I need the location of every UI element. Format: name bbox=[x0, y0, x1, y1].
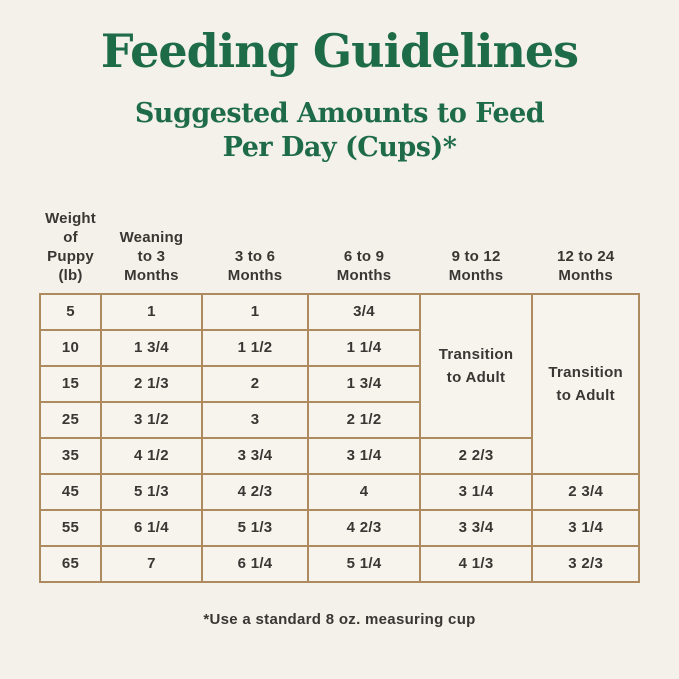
header-line: Weaning bbox=[119, 228, 184, 246]
value-cell: 3 1/4 bbox=[531, 508, 640, 547]
header-line: Months bbox=[558, 266, 613, 284]
header-line: to 3 bbox=[137, 247, 166, 265]
header-line: 6 to 9 bbox=[343, 247, 385, 265]
table-row-5lb: 5 1 1 3/4 Transition to Adult Transition… bbox=[38, 292, 640, 475]
value-cell: 5 1/4 bbox=[307, 544, 421, 583]
value-cell: 3 3/4 bbox=[200, 436, 310, 475]
weight-cell: 55 bbox=[38, 508, 103, 547]
table-row-55lb: 55 6 1/4 5 1/3 4 2/3 3 3/4 3 1/4 bbox=[38, 508, 640, 547]
value-cell: 3/4 bbox=[307, 292, 421, 331]
value-cell: 5 1/3 bbox=[100, 472, 203, 511]
header-line: of Puppy bbox=[47, 228, 94, 265]
value-cell: 4 2/3 bbox=[307, 508, 421, 547]
page-title: Feeding Guidelines bbox=[100, 24, 579, 78]
header-line: 3 to 6 bbox=[234, 247, 276, 265]
value-cell: 4 1/3 bbox=[418, 544, 534, 583]
header-line: (lb) bbox=[58, 266, 83, 284]
value-cell: 3 1/2 bbox=[100, 400, 203, 439]
value-cell: 2 2/3 bbox=[418, 436, 534, 475]
value-cell: 4 bbox=[307, 472, 421, 511]
weight-cell: 65 bbox=[38, 544, 103, 583]
table-row-25lb: 25 3 1/2 3 2 1/2 bbox=[38, 400, 639, 439]
table-row-45lb: 45 5 1/3 4 2/3 4 3 1/4 2 3/4 bbox=[38, 472, 640, 511]
table-row-10lb: 10 1 3/4 1 1/2 1 1/4 bbox=[38, 328, 639, 367]
value-cell: 3 3/4 bbox=[418, 508, 534, 547]
value-cell: 2 bbox=[200, 364, 310, 403]
col-header-6-to-9-months: 6 to 9 Months bbox=[308, 209, 419, 294]
transition-to-adult-cell-9-12-months: Transition to Adult bbox=[418, 292, 534, 439]
page-subtitle: Suggested Amounts to Feed Per Day (Cups)… bbox=[0, 97, 679, 165]
value-cell: 1 3/4 bbox=[307, 364, 421, 403]
header-line: Months bbox=[448, 266, 504, 284]
value-cell: 4 2/3 bbox=[200, 472, 310, 511]
col-header-weaning-to-3-months: Weaning to 3 Months bbox=[101, 209, 202, 294]
header-line: Months bbox=[227, 266, 283, 284]
value-cell: 2 1/2 bbox=[307, 400, 421, 439]
subtitle-line-2: Per Day (Cups)* bbox=[222, 131, 457, 163]
value-cell: 3 bbox=[200, 400, 310, 439]
header-line: Months bbox=[124, 266, 179, 284]
value-cell: 2 3/4 bbox=[531, 472, 640, 511]
table-header-row: Weight of Puppy (lb) Weaning to 3 Months… bbox=[40, 209, 639, 294]
footnote: *Use a standard 8 oz. measuring cup bbox=[203, 610, 476, 628]
transition-label: Transition to Adult bbox=[438, 345, 514, 386]
weight-cell: 10 bbox=[38, 328, 103, 367]
weight-cell: 5 bbox=[38, 292, 103, 331]
value-cell: 3 1/4 bbox=[418, 472, 534, 511]
value-cell: 3 2/3 bbox=[531, 544, 640, 583]
col-header-3-to-6-months: 3 to 6 Months bbox=[202, 209, 309, 294]
feeding-guidelines-table: Weight of Puppy (lb) Weaning to 3 Months… bbox=[38, 209, 640, 583]
value-cell: 3 1/4 bbox=[307, 436, 421, 475]
subtitle-line-1: Suggested Amounts to Feed bbox=[134, 98, 545, 130]
table-row-65lb: 65 7 6 1/4 5 1/4 4 1/3 3 2/3 bbox=[38, 544, 640, 583]
header-line: Weight bbox=[45, 209, 96, 227]
table-row-15lb: 15 2 1/3 2 1 3/4 bbox=[38, 364, 639, 403]
col-header-9-to-12-months: 9 to 12 Months bbox=[420, 209, 533, 294]
col-header-12-to-24-months: 12 to 24 Months bbox=[532, 209, 639, 294]
value-cell: 1 1/2 bbox=[200, 328, 310, 367]
weight-cell: 15 bbox=[38, 364, 103, 403]
value-cell: 1 bbox=[100, 292, 203, 331]
value-cell: 1 1/4 bbox=[307, 328, 421, 367]
transition-to-adult-cell-12-24-months: Transition to Adult bbox=[531, 292, 640, 475]
value-cell: 1 3/4 bbox=[100, 328, 203, 367]
header-line: 12 to 24 bbox=[556, 247, 615, 265]
header-line: Months bbox=[336, 266, 392, 284]
header-line: 9 to 12 bbox=[451, 247, 501, 265]
value-cell: 2 1/3 bbox=[100, 364, 203, 403]
weight-cell: 35 bbox=[38, 436, 103, 475]
value-cell: 6 1/4 bbox=[100, 508, 203, 547]
col-header-weight: Weight of Puppy (lb) bbox=[40, 209, 101, 294]
weight-cell: 45 bbox=[38, 472, 103, 511]
value-cell: 5 1/3 bbox=[200, 508, 310, 547]
value-cell: 6 1/4 bbox=[200, 544, 310, 583]
weight-cell: 25 bbox=[38, 400, 103, 439]
value-cell: 1 bbox=[200, 292, 310, 331]
transition-label: Transition to Adult bbox=[548, 363, 624, 404]
value-cell: 7 bbox=[100, 544, 203, 583]
value-cell: 4 1/2 bbox=[100, 436, 203, 475]
table-row-35lb: 35 4 1/2 3 3/4 3 1/4 2 2/3 bbox=[38, 436, 639, 475]
